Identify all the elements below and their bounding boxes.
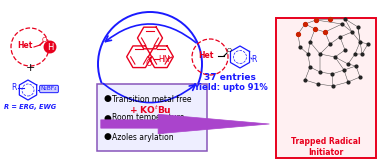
Text: O: O — [226, 48, 231, 53]
FancyBboxPatch shape — [97, 84, 207, 151]
Text: Het: Het — [17, 41, 33, 51]
Text: R = ERG, EWG: R = ERG, EWG — [4, 104, 56, 110]
Text: O: O — [146, 59, 152, 69]
Text: R: R — [11, 83, 17, 93]
Text: +: + — [25, 63, 35, 73]
Text: N₂BF₄: N₂BF₄ — [41, 87, 57, 92]
Text: ●: ● — [104, 94, 112, 104]
Text: ●: ● — [104, 133, 112, 141]
FancyBboxPatch shape — [276, 18, 376, 158]
Text: ●: ● — [104, 114, 112, 122]
Text: Azoles arylation: Azoles arylation — [112, 133, 174, 141]
Text: + KO$^t$Bu: + KO$^t$Bu — [129, 104, 171, 116]
Text: Transition metal free: Transition metal free — [112, 94, 192, 104]
Text: R: R — [251, 56, 257, 64]
Text: 37 entries: 37 entries — [204, 73, 256, 81]
Text: Room temperature: Room temperature — [112, 114, 184, 122]
Text: Trapped Radical
Initiator: Trapped Radical Initiator — [291, 137, 361, 157]
Text: H: H — [47, 42, 53, 52]
Text: O: O — [41, 37, 47, 43]
Text: Yield: upto 91%: Yield: upto 91% — [193, 82, 267, 92]
Text: Het: Het — [198, 51, 214, 59]
Text: HN: HN — [158, 56, 170, 64]
